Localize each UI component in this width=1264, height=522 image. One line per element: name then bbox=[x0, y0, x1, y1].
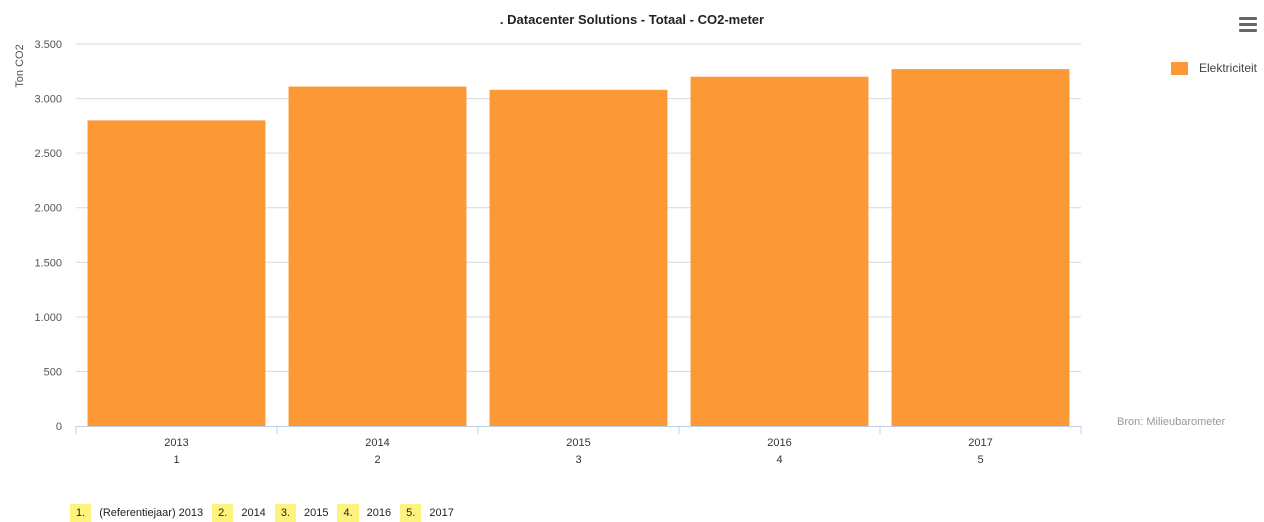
legend-item-elektriciteit[interactable]: Elektriciteit bbox=[1171, 61, 1257, 75]
source-credit: Bron: Milieubarometer bbox=[1117, 416, 1226, 428]
bar bbox=[489, 89, 668, 426]
bar bbox=[288, 86, 467, 427]
bar bbox=[87, 120, 266, 427]
footer-item: 2. 2014 bbox=[212, 504, 266, 522]
y-tick-label: 0 bbox=[56, 421, 62, 433]
y-tick-label: 2.500 bbox=[34, 148, 62, 160]
footer-item: 3. 2015 bbox=[274, 504, 329, 522]
footer-item-number: 5. bbox=[400, 504, 422, 522]
x-tick-label: 2013 bbox=[164, 437, 188, 449]
x-tick-sublabel: 1 bbox=[173, 454, 179, 466]
footer-item-label: 2016 bbox=[366, 507, 392, 519]
footer-item: 5. 2017 bbox=[400, 504, 454, 522]
footer-item-number: 2. bbox=[212, 504, 234, 522]
x-tick-sublabel: 5 bbox=[977, 454, 983, 466]
footer-item-label: 2017 bbox=[429, 507, 454, 519]
y-tick-label: 1.500 bbox=[34, 257, 62, 269]
footer-item-number: 4. bbox=[337, 504, 359, 522]
legend-label: Elektriciteit bbox=[1199, 61, 1258, 75]
footer-item-label: 2014 bbox=[241, 507, 266, 519]
footer-item-number: 3. bbox=[274, 504, 296, 522]
x-tick-label: 2017 bbox=[968, 437, 992, 449]
footer-legend: 1. (Referentiejaar) 2013 2. 2014 3. 2015… bbox=[70, 504, 463, 522]
y-axis-label: Ton CO2 bbox=[14, 44, 26, 88]
x-tick-sublabel: 2 bbox=[374, 454, 380, 466]
footer-item: 1. (Referentiejaar) 2013 bbox=[70, 504, 203, 522]
hamburger-menu-icon[interactable] bbox=[1239, 17, 1257, 32]
x-tick-sublabel: 3 bbox=[575, 454, 581, 466]
legend-swatch bbox=[1171, 61, 1188, 75]
y-tick-label: 1.000 bbox=[34, 312, 62, 324]
y-tick-label: 500 bbox=[44, 366, 62, 378]
x-tick-label: 2014 bbox=[365, 437, 389, 449]
y-tick-label: 3.500 bbox=[34, 39, 62, 51]
footer-item-label: 2015 bbox=[304, 507, 329, 519]
bar bbox=[690, 76, 869, 426]
y-tick-label: 2.000 bbox=[34, 203, 62, 215]
footer-item-number: 1. bbox=[70, 504, 92, 522]
footer-item: 4. 2016 bbox=[337, 504, 391, 522]
chart-title: . Datacenter Solutions - Totaal - CO2-me… bbox=[499, 12, 765, 27]
bar bbox=[891, 69, 1070, 427]
footer-item-label: (Referentiejaar) 2013 bbox=[99, 507, 204, 519]
x-tick-sublabel: 4 bbox=[776, 454, 782, 466]
y-tick-label: 3.000 bbox=[34, 94, 62, 106]
x-tick-label: 2016 bbox=[767, 437, 791, 449]
x-tick-label: 2015 bbox=[566, 437, 590, 449]
